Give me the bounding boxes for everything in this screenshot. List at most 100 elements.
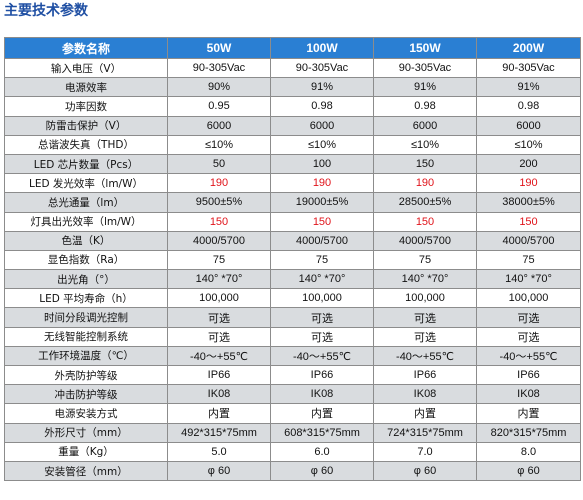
value-cell-50w: 9500±5% xyxy=(167,192,271,213)
value-cell-100w: 可选 xyxy=(270,326,374,347)
value-cell-200w: 200 xyxy=(476,153,581,175)
table-row: LED 发光效率（lm/W） 190 190 190 190 xyxy=(4,173,581,194)
value-cell-50w: IP66 xyxy=(167,364,271,386)
value-cell-200w: -40～+55℃ xyxy=(476,345,581,367)
value-cell-50w: 150 xyxy=(167,211,271,232)
value-cell-100w: 608*315*75mm xyxy=(270,422,374,443)
value-cell-50w: 4000/5700 xyxy=(167,230,271,251)
table-row: LED 芯片数量（Pcs） 50 100 150 200 xyxy=(4,153,581,175)
value-cell-100w: 75 xyxy=(270,249,374,271)
value-cell-50w: 5.0 xyxy=(167,441,271,462)
header-200w: 200W xyxy=(476,37,581,59)
value-cell-100w: 100,000 xyxy=(270,288,374,309)
param-name-cell: 总光通量（lm） xyxy=(4,192,168,213)
value-cell-200w: 4000/5700 xyxy=(476,230,581,251)
table-row: 灯具出光效率（lm/W） 150 150 150 150 xyxy=(4,211,581,232)
value-cell-150w: ≤10% xyxy=(373,134,477,155)
param-name-cell: 冲击防护等级 xyxy=(4,384,168,405)
value-cell-150w: IK08 xyxy=(373,384,477,405)
value-cell-50w: 可选 xyxy=(167,307,271,328)
value-cell-200w: 100,000 xyxy=(476,288,581,309)
table-row: 工作环境温度（℃） -40～+55℃ -40～+55℃ -40～+55℃ -40～+55… xyxy=(4,345,581,367)
value-cell-50w: 90-305Vac xyxy=(167,57,271,79)
value-cell-150w: 0.98 xyxy=(373,96,477,117)
value-cell-100w: 91% xyxy=(270,77,374,98)
table-row: 外壳防护等级 IP66 IP66 IP66 IP66 xyxy=(4,364,581,386)
table-row: 无线智能控制系统 可选 可选 可选 可选 xyxy=(4,326,581,347)
value-cell-200w: 可选 xyxy=(476,326,581,347)
param-name-cell: 显色指数（Ra） xyxy=(4,249,168,271)
param-name-cell: 输入电压（V） xyxy=(4,57,168,79)
table-row: 时间分段调光控制 可选 可选 可选 可选 xyxy=(4,307,581,328)
value-cell-150w: 140° *70° xyxy=(373,269,477,290)
value-cell-50w: 50 xyxy=(167,153,271,175)
param-name-cell: 灯具出光效率（lm/W） xyxy=(4,211,168,232)
value-cell-200w: 38000±5% xyxy=(476,192,581,213)
param-name-cell: 工作环境温度（℃） xyxy=(4,345,168,367)
value-cell-200w: 91% xyxy=(476,77,581,98)
value-cell-200w: 190 xyxy=(476,173,581,194)
value-cell-150w: 100,000 xyxy=(373,288,477,309)
value-cell-100w: 0.98 xyxy=(270,96,374,117)
value-cell-200w: 90-305Vac xyxy=(476,57,581,79)
value-cell-100w: 可选 xyxy=(270,307,374,328)
value-cell-50w: -40～+55℃ xyxy=(167,345,271,367)
param-name-cell: LED 芯片数量（Pcs） xyxy=(4,153,168,175)
table-row: 出光角（°） 140° *70° 140° *70° 140° *70° 140° *7… xyxy=(4,269,581,290)
value-cell-150w: 7.0 xyxy=(373,441,477,462)
header-50w: 50W xyxy=(167,37,271,59)
value-cell-150w: 4000/5700 xyxy=(373,230,477,251)
value-cell-150w: 可选 xyxy=(373,326,477,347)
value-cell-100w: 6000 xyxy=(270,115,374,136)
spec-table: 参数名称 50W 100W 150W 200W 输入电压（V） 90-305Vac… xyxy=(4,37,581,482)
value-cell-200w: 150 xyxy=(476,211,581,232)
table-row: 显色指数（Ra） 75 75 75 75 xyxy=(4,249,581,271)
value-cell-200w: 可选 xyxy=(476,307,581,328)
value-cell-100w: 6.0 xyxy=(270,441,374,462)
value-cell-100w: 4000/5700 xyxy=(270,230,374,251)
value-cell-100w: 190 xyxy=(270,173,374,194)
table-row: 防雷击保护（V） 6000 6000 6000 6000 xyxy=(4,115,581,136)
value-cell-150w: φ 60 xyxy=(373,460,477,482)
param-name-cell: 外壳防护等级 xyxy=(4,364,168,386)
page-title: 主要技术参数 xyxy=(4,3,88,19)
param-name-cell: 防雷击保护（V） xyxy=(4,115,168,136)
value-cell-150w: 190 xyxy=(373,173,477,194)
value-cell-100w: 100 xyxy=(270,153,374,175)
param-name-cell: 安装管径（mm） xyxy=(4,460,168,482)
value-cell-150w: 6000 xyxy=(373,115,477,136)
table-row: 安装管径（mm） φ 60 φ 60 φ 60 φ 60 xyxy=(4,460,581,482)
value-cell-200w: φ 60 xyxy=(476,460,581,482)
value-cell-200w: IK08 xyxy=(476,384,581,405)
table-row: 总谐波失真（THD） ≤10% ≤10% ≤10% ≤10% xyxy=(4,134,581,155)
value-cell-50w: 75 xyxy=(167,249,271,271)
param-name-cell: 时间分段调光控制 xyxy=(4,307,168,328)
value-cell-100w: -40～+55℃ xyxy=(270,345,374,367)
table-header-row: 参数名称 50W 100W 150W 200W xyxy=(4,37,581,59)
param-name-cell: LED 平均寿命（h） xyxy=(4,288,168,309)
table-row: LED 平均寿命（h） 100,000 100,000 100,000 100,000 xyxy=(4,288,581,309)
value-cell-200w: 8.0 xyxy=(476,441,581,462)
value-cell-200w: 820*315*75mm xyxy=(476,422,581,443)
value-cell-50w: IK08 xyxy=(167,384,271,405)
value-cell-50w: 可选 xyxy=(167,326,271,347)
value-cell-100w: 140° *70° xyxy=(270,269,374,290)
value-cell-100w: 90-305Vac xyxy=(270,57,374,79)
value-cell-200w: 75 xyxy=(476,249,581,271)
value-cell-50w: 6000 xyxy=(167,115,271,136)
value-cell-150w: 150 xyxy=(373,153,477,175)
value-cell-150w: -40～+55℃ xyxy=(373,345,477,367)
table-row: 电源效率 90% 91% 91% 91% xyxy=(4,77,581,98)
value-cell-100w: IK08 xyxy=(270,384,374,405)
value-cell-50w: 0.95 xyxy=(167,96,271,117)
table-row: 电源安装方式 内置 内置 内置 内置 xyxy=(4,403,581,424)
value-cell-200w: 6000 xyxy=(476,115,581,136)
value-cell-100w: ≤10% xyxy=(270,134,374,155)
param-name-cell: 电源效率 xyxy=(4,77,168,98)
value-cell-150w: 150 xyxy=(373,211,477,232)
value-cell-50w: 492*315*75mm xyxy=(167,422,271,443)
param-name-cell: 总谐波失真（THD） xyxy=(4,134,168,155)
value-cell-200w: 0.98 xyxy=(476,96,581,117)
header-150w: 150W xyxy=(373,37,477,59)
header-param-name: 参数名称 xyxy=(4,37,168,59)
